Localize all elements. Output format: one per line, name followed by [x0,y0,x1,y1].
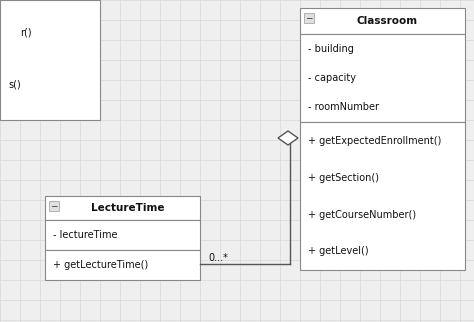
Text: + getLectureTime(): + getLectureTime() [53,260,148,270]
Bar [300,122,465,270]
Text: - building: - building [308,44,354,54]
Text: LectureTime: LectureTime [91,203,164,213]
Bar [45,250,200,280]
Bar [45,196,200,220]
Text: + getExpectedEnrollment(): + getExpectedEnrollment() [308,136,441,146]
Bar [304,13,314,23]
Text: - lectureTime: - lectureTime [53,230,118,240]
Bar [49,201,59,211]
Bar [300,8,465,34]
Text: r(): r() [20,27,32,37]
Bar [300,34,465,122]
Text: 0...*: 0...* [208,253,228,263]
Text: + getCourseNumber(): + getCourseNumber() [308,210,416,220]
Text: s(): s() [8,79,21,89]
Text: −: − [305,14,313,23]
Polygon shape [278,131,298,145]
Text: + getLevel(): + getLevel() [308,247,369,257]
Text: - roomNumber: - roomNumber [308,102,379,112]
Text: - capacity: - capacity [308,73,356,83]
Text: + getSection(): + getSection() [308,173,379,183]
Text: Classroom: Classroom [357,16,418,26]
Bar [45,220,200,250]
Text: −: − [50,202,58,211]
Bar [0,0,100,120]
